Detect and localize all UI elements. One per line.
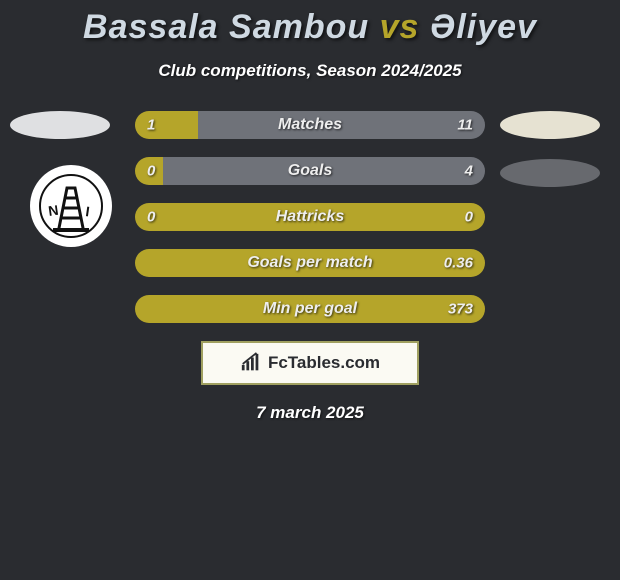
stat-value-right: 0.36 [444, 255, 473, 272]
player-b-name: Əliyev [430, 8, 537, 46]
player-a-club-badge: N I [30, 165, 112, 247]
stat-label: Goals per match [135, 254, 485, 272]
stat-value-right: 11 [457, 117, 473, 134]
stat-bars: Matches111Goals04Hattricks00Goals per ma… [135, 111, 485, 323]
stat-value-left: 0 [147, 163, 155, 180]
stat-row: Hattricks0 0 [135, 203, 485, 231]
vs-word: vs [380, 8, 420, 46]
date-line: 7 march 2025 [0, 403, 620, 423]
brand-box[interactable]: FcTables.com [201, 341, 419, 385]
stat-label: Hattricks [135, 208, 485, 226]
stat-label: Matches [135, 116, 485, 134]
player-a-badge [10, 111, 110, 139]
comparison-content: N I Matches111Goals04Hattricks00Goals pe… [0, 111, 620, 423]
player-b-badge [500, 111, 600, 139]
page-title: Bassala Sambou vs Əliyev [0, 0, 620, 47]
stat-value-right: 4 [465, 163, 473, 180]
stat-value-left: 1 [147, 117, 155, 134]
brand-text: FcTables.com [268, 353, 380, 373]
player-a-name: Bassala Sambou [83, 8, 369, 46]
subtitle: Club competitions, Season 2024/2025 [0, 61, 620, 81]
stat-label: Goals [135, 162, 485, 180]
oil-derrick-icon: N I [39, 174, 103, 238]
stat-value-right: 373 [448, 301, 473, 318]
stat-label: Min per goal [135, 300, 485, 318]
player-b-club-badge-placeholder [500, 159, 600, 187]
stat-row: Goals per match0.36 [135, 249, 485, 277]
stat-row: Min per goal373 [135, 295, 485, 323]
stat-value-left: 0 [147, 209, 155, 226]
stat-value-right: 0 [465, 209, 473, 226]
stat-row: Goals0 4 [135, 157, 485, 185]
chart-icon [240, 352, 262, 374]
stat-row: Matches111 [135, 111, 485, 139]
